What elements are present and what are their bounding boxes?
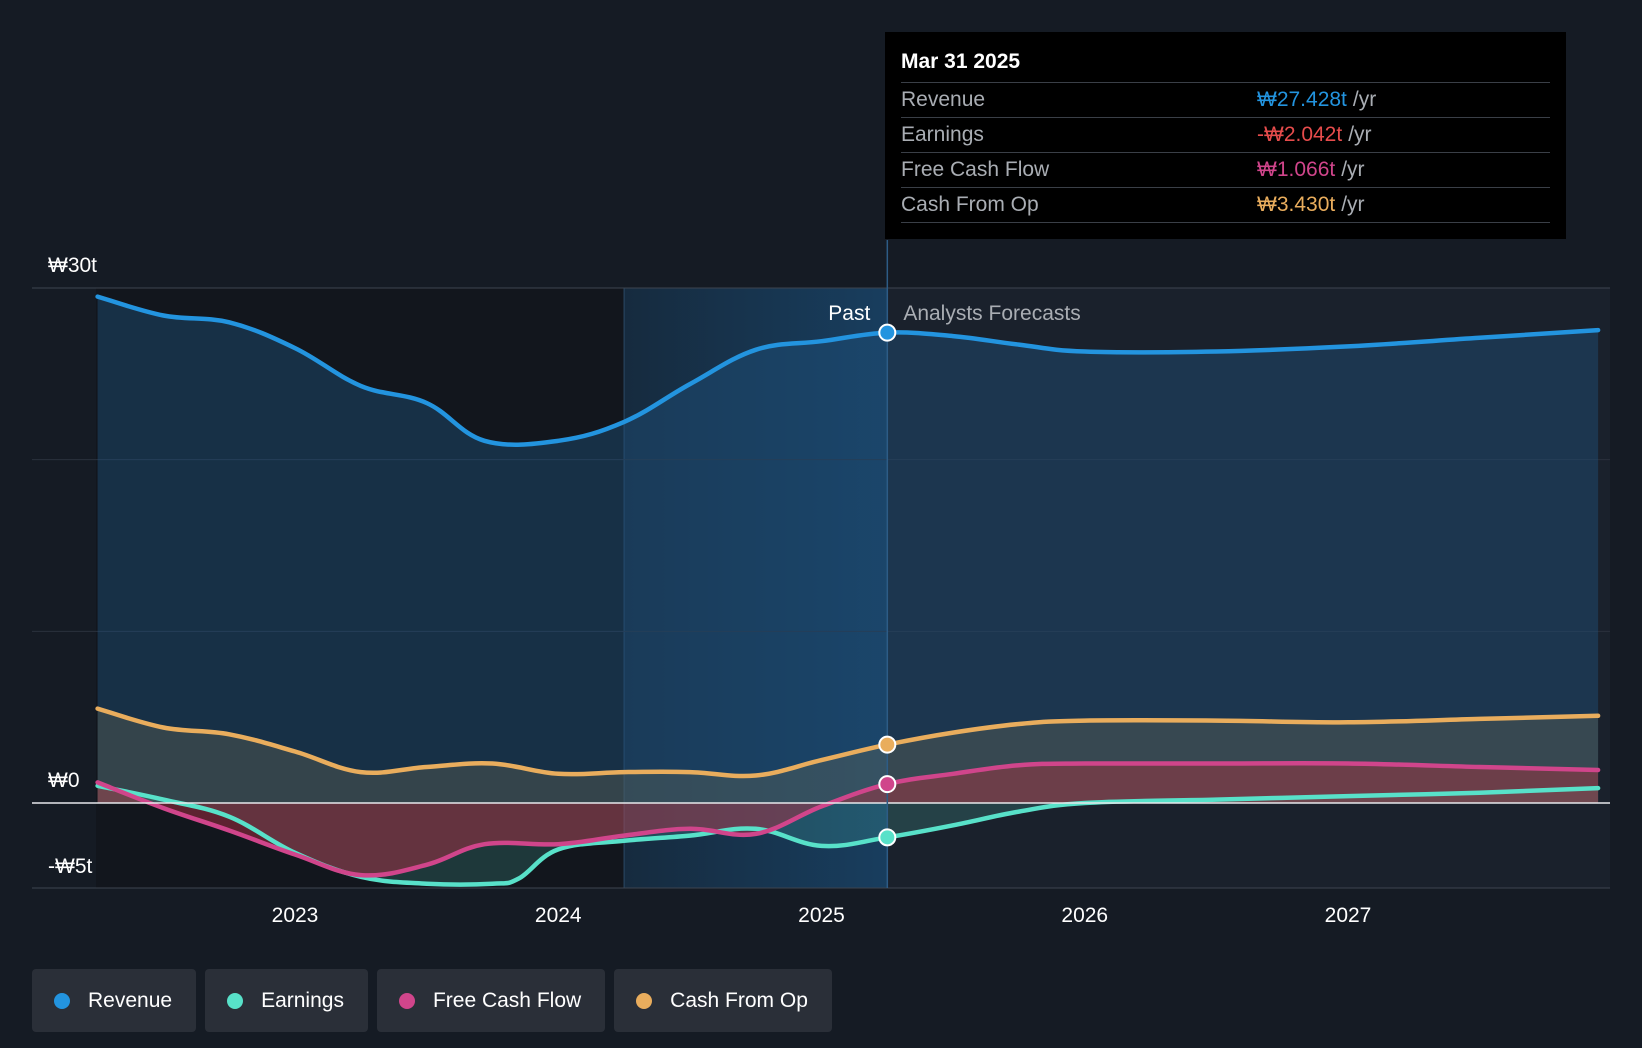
tooltip-row-free-cash-flow: Free Cash Flow ₩1.066t /yr xyxy=(901,152,1550,187)
tooltip-row-cash-from-op: Cash From Op ₩3.430t /yr xyxy=(901,187,1550,223)
marker-revenue xyxy=(878,323,897,342)
x-tick-label: 2024 xyxy=(535,904,582,927)
tooltip-date: Mar 31 2025 xyxy=(901,50,1021,73)
tooltip-label: Free Cash Flow xyxy=(901,158,1050,181)
legend-label: Free Cash Flow xyxy=(432,988,582,1012)
legend-label: Revenue xyxy=(88,988,173,1012)
marker-free-cash-flow xyxy=(878,775,897,794)
x-tick-label: 2025 xyxy=(798,904,845,927)
forecast-label: Analysts Forecasts xyxy=(903,302,1080,325)
tooltip-unit: /yr xyxy=(1352,88,1377,111)
legend-dot-icon xyxy=(398,992,415,1009)
highlight-band xyxy=(624,288,888,888)
negative-area xyxy=(97,763,1599,876)
legend-dot-icon xyxy=(636,992,653,1009)
area-revenue xyxy=(97,296,1599,803)
tooltip-value: ₩3.430t xyxy=(1257,193,1336,216)
legend-label: Cash From Op xyxy=(670,988,808,1012)
legend-dot-icon xyxy=(227,992,244,1009)
forecast-band xyxy=(887,288,1610,888)
area-earnings xyxy=(97,785,1599,885)
marker-earnings xyxy=(878,828,897,847)
tooltip-unit: /yr xyxy=(1341,193,1365,216)
legend-item-revenue[interactable]: Revenue xyxy=(32,969,197,1032)
y-tick-label: ₩0 xyxy=(48,769,80,792)
tooltip-label: Revenue xyxy=(901,88,986,111)
past-label: Past xyxy=(828,302,870,325)
x-tick-label: 2023 xyxy=(272,904,319,927)
legend-item-earnings[interactable]: Earnings xyxy=(205,969,368,1032)
tooltip-value: ₩1.066t xyxy=(1257,158,1336,181)
legend-item-cash-from-op[interactable]: Cash From Op xyxy=(614,969,832,1032)
line-cash-from-op xyxy=(95,706,1601,779)
tooltip-row-revenue: Revenue ₩27.428t /yr xyxy=(901,82,1550,117)
x-tick-label: 2026 xyxy=(1061,904,1108,927)
tooltip-value: ₩27.428t xyxy=(1257,88,1347,111)
y-tick-label: ₩30t xyxy=(48,254,97,277)
tooltip: Mar 31 2025 Revenue ₩27.428t /yr Earning… xyxy=(885,32,1566,239)
x-tick-label: 2027 xyxy=(1325,904,1372,927)
line-revenue xyxy=(95,294,1601,447)
legend: Revenue Earnings Free Cash Flow Cash Fro… xyxy=(32,969,832,1032)
tooltip-label: Cash From Op xyxy=(901,193,1039,216)
marker-cash-from-op xyxy=(878,735,897,754)
legend-label: Earnings xyxy=(261,988,344,1012)
y-tick-label: -₩5t xyxy=(48,855,92,878)
legend-dot-icon xyxy=(54,992,70,1009)
tooltip-unit: /yr xyxy=(1348,123,1372,146)
area-free-cash-flow xyxy=(97,763,1599,876)
tooltip-row-earnings: Earnings -₩2.042t /yr xyxy=(901,117,1550,152)
line-free-cash-flow xyxy=(95,760,1601,878)
tooltip-unit: /yr xyxy=(1341,158,1365,181)
legend-item-free-cash-flow[interactable]: Free Cash Flow xyxy=(376,969,606,1032)
tooltip-label: Earnings xyxy=(901,123,984,146)
tooltip-value: -₩2.042t xyxy=(1257,123,1343,146)
